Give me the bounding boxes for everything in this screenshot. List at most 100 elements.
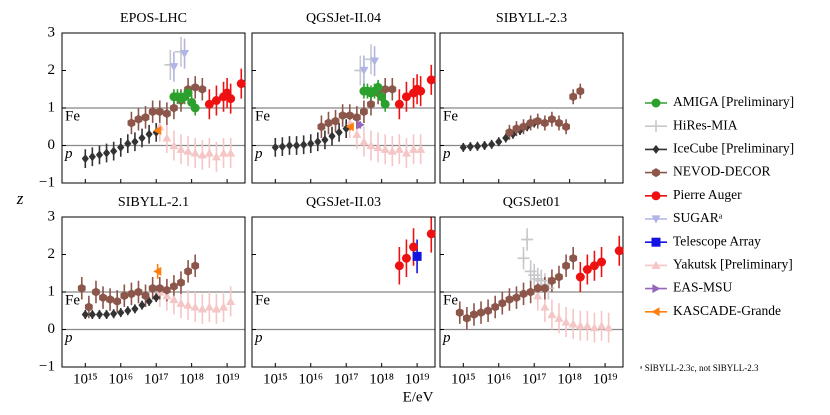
marker	[380, 144, 390, 153]
marker	[134, 114, 143, 124]
marker	[176, 298, 186, 307]
marker	[426, 75, 436, 85]
marker	[124, 306, 132, 316]
data-layer	[274, 44, 433, 168]
marker	[183, 300, 193, 309]
marker	[191, 261, 200, 271]
marker	[153, 126, 162, 135]
marker	[652, 168, 660, 178]
marker	[120, 291, 129, 301]
panel-title: QGSJet-II.03	[306, 195, 381, 210]
marker	[352, 112, 361, 122]
marker	[226, 148, 236, 157]
panel: Fe p	[251, 32, 436, 184]
marker	[651, 260, 661, 269]
y-tick-label: 0	[48, 321, 56, 337]
marker	[652, 144, 660, 154]
marker	[388, 84, 397, 94]
marker	[488, 139, 496, 149]
marker	[155, 283, 164, 293]
marker	[176, 144, 186, 153]
marker	[110, 309, 118, 319]
marker	[102, 310, 111, 319]
reference-label: p	[442, 330, 451, 346]
data-layer	[462, 83, 582, 152]
marker	[526, 287, 535, 297]
x-tick-label: 10¹⁹	[593, 371, 618, 387]
marker	[597, 257, 607, 267]
panel-title: SIBYLL-2.3	[496, 11, 567, 26]
marker	[505, 127, 514, 137]
legend-label: NEVOD-DECOR	[673, 164, 771, 179]
marker	[473, 141, 482, 151]
y-tick-label: 2	[48, 246, 56, 262]
x-tick-label: 10¹⁸	[179, 371, 204, 387]
marker	[462, 313, 471, 323]
marker	[328, 131, 336, 141]
x-tick-label: 10¹⁸	[557, 371, 582, 387]
y-tick-label: 3	[48, 208, 56, 224]
marker	[533, 291, 543, 300]
marker	[394, 261, 404, 271]
legend-entry: Telescope Array	[645, 233, 761, 248]
marker	[95, 310, 104, 319]
legend-label: HiRes-MIA	[673, 117, 738, 132]
marker	[409, 144, 419, 153]
panel-title: SIBYLL-2.1	[118, 195, 189, 210]
marker	[555, 272, 563, 282]
marker	[373, 82, 383, 92]
marker	[88, 310, 96, 319]
marker	[367, 99, 375, 109]
marker	[219, 148, 229, 157]
marker	[569, 92, 578, 102]
marker	[170, 281, 178, 291]
marker	[134, 287, 143, 297]
marker	[360, 107, 368, 117]
marker	[226, 296, 236, 305]
marker	[512, 293, 521, 303]
marker	[589, 261, 599, 271]
marker	[169, 295, 179, 304]
reference-label: Fe	[65, 292, 80, 308]
x-tick-label: 10¹⁸	[369, 371, 394, 387]
marker	[356, 120, 365, 130]
marker	[81, 154, 89, 164]
marker	[614, 246, 624, 256]
marker	[190, 148, 200, 157]
y-tick-label: 1	[48, 99, 56, 115]
marker	[113, 296, 122, 306]
marker	[522, 235, 532, 244]
marker	[131, 137, 139, 147]
marker	[540, 302, 550, 311]
marker	[169, 63, 179, 72]
marker	[651, 307, 660, 317]
marker	[177, 278, 185, 288]
panel: Fe p 10¹⁵ 10¹⁶ 10¹⁷ 10¹⁸ 10¹⁹	[439, 216, 624, 387]
marker	[455, 308, 464, 318]
marker	[554, 313, 564, 322]
marker	[138, 300, 146, 310]
legend-entry: IceCube [Preliminary]	[645, 140, 794, 155]
marker	[204, 148, 214, 157]
marker	[198, 84, 207, 94]
marker	[300, 140, 308, 150]
marker	[589, 323, 599, 332]
marker	[102, 148, 111, 158]
marker	[271, 142, 279, 152]
marker	[477, 308, 485, 318]
legend-label: EAS-MSU	[673, 280, 733, 295]
marker	[533, 116, 542, 126]
panel: Fe p	[439, 32, 624, 184]
y-tick-label: −1	[39, 358, 55, 374]
marker	[99, 293, 107, 303]
marker	[651, 191, 661, 201]
marker	[582, 265, 592, 274]
marker	[152, 293, 160, 303]
marker	[162, 285, 171, 295]
marker	[131, 304, 139, 314]
marker	[345, 111, 354, 120]
panel: Fe p −1 0 1 2 3	[39, 24, 246, 190]
marker	[401, 92, 411, 102]
y-tick-label: 2	[48, 62, 56, 78]
